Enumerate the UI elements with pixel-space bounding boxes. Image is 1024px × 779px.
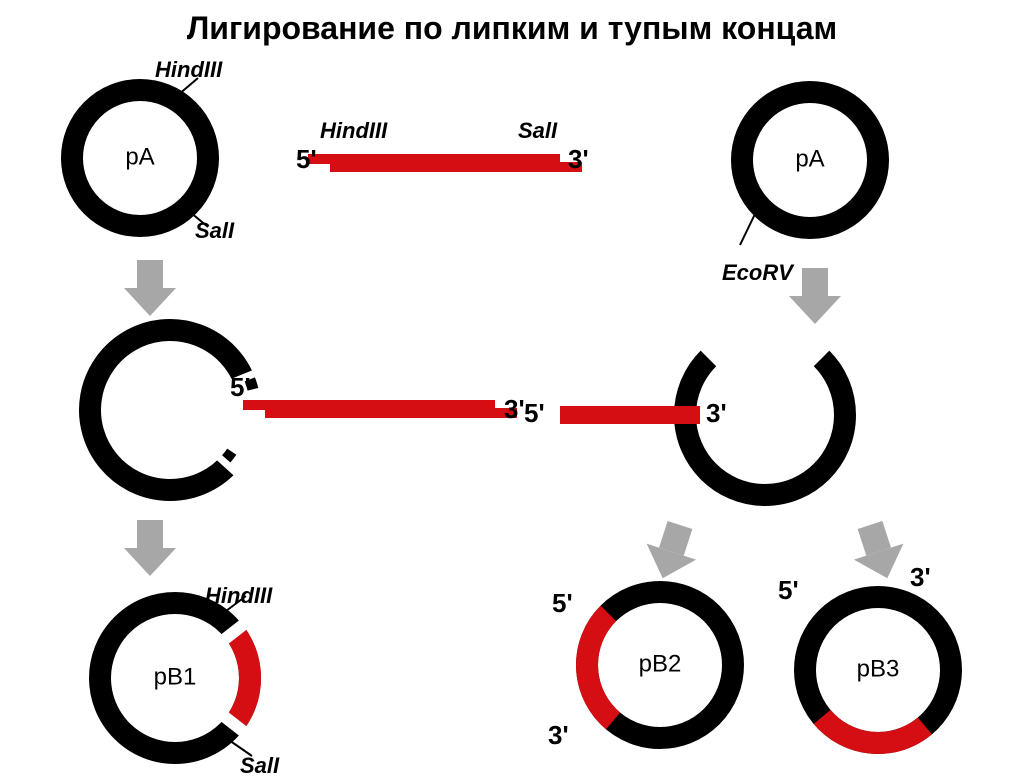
enzyme-label-ecorv: EcoRV (722, 260, 793, 286)
pb2-3prime: 3' (548, 720, 569, 751)
svg-text:pA: pA (125, 143, 154, 170)
fragment-5prime-top: 5' (296, 144, 317, 175)
svg-text:pA: pA (795, 145, 824, 172)
pb2-5prime: 5' (552, 588, 573, 619)
cut-right-3prime: 3' (706, 398, 727, 429)
fragment-3prime-top: 3' (568, 144, 589, 175)
svg-text:pB3: pB3 (857, 655, 900, 682)
enzyme-label-hind3-result: HindIII (205, 583, 272, 609)
enzyme-label-sali-frag: SalI (518, 118, 557, 144)
enzyme-label-hind3-frag: HindIII (320, 118, 387, 144)
svg-text:pB2: pB2 (639, 650, 682, 677)
cut-left-5prime: 5' (230, 372, 251, 403)
enzyme-label-sali-top: SalI (195, 218, 234, 244)
pb3-3prime: 3' (910, 562, 931, 593)
enzyme-label-hind3-top: HindIII (155, 57, 222, 83)
pb3-5prime: 5' (778, 575, 799, 606)
diagram-svg: pA pB1 pA pB2 pB3 (0, 0, 1024, 767)
cut-right-5prime: 5' (524, 398, 545, 429)
cut-left-3prime: 3' (504, 394, 525, 425)
diagram-canvas: Лигирование по липким и тупым концам pAp… (0, 0, 1024, 767)
enzyme-label-sali-result: SalI (240, 753, 279, 779)
svg-text:pB1: pB1 (154, 663, 197, 690)
